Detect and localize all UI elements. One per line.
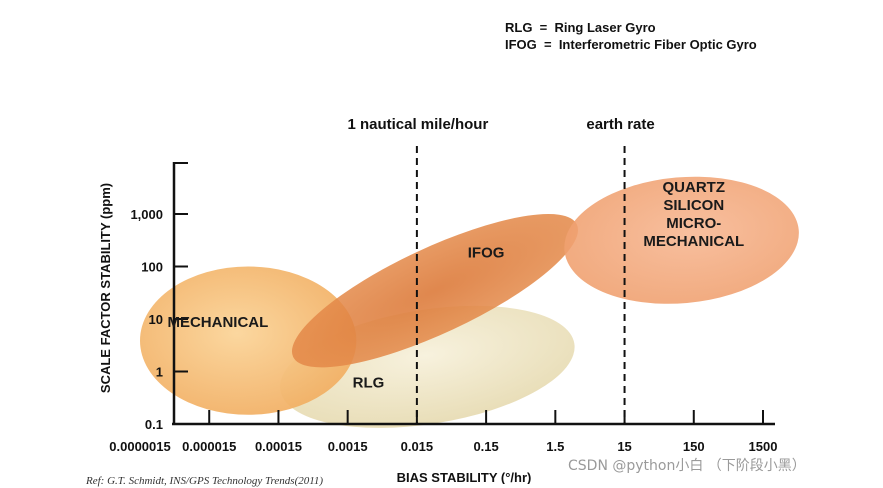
y-tick-label: 0.1 [145,417,163,432]
x-tick-label: 1.5 [546,439,564,454]
x-tick-label: 0.015 [401,439,434,454]
y-tick-label: 10 [149,312,163,327]
rlg-region-label: RLG [353,374,385,391]
watermark: CSDN @python小白 （下阶段小黑） [568,458,806,474]
earth-rate-line-label: earth rate [586,116,654,133]
x-tick-label: 15 [617,439,631,454]
y-tick-label: 1,000 [130,207,163,222]
y-tick-label: 100 [141,260,163,275]
y-axis-label: SCALE FACTOR STABILITY (ppm) [98,183,113,393]
y-tick-label: 1 [156,365,163,380]
x-axis-label: BIAS STABILITY (°/hr) [397,470,532,484]
x-tick-label: 0.0015 [328,439,368,454]
x-tick-label: 0.00015 [255,439,302,454]
quartz-region-label: QUARTZ SILICON MICRO-MECHANICAL [643,179,744,250]
legend-rlg: RLG = Ring Laser Gyro [505,20,656,35]
ifog-region [291,214,579,368]
reference-citation: Ref: G.T. Schmidt, INS/GPS Technology Tr… [86,475,324,487]
x-tick-label: 1500 [749,439,778,454]
quartz-region [564,176,799,304]
x-tick-label: 0.15 [473,439,498,454]
x-tick-label: 0.000015 [182,439,236,454]
mechanical-region [140,266,357,415]
ifog-region-label: IFOG [468,244,505,261]
x-tick-label: 0.0000015 [109,439,170,454]
nautical-mile-line-label: 1 nautical mile/hour [347,116,488,133]
x-tick-label: 150 [683,439,705,454]
mechanical-region-label: MECHANICAL [167,314,268,331]
legend-ifog: IFOG = Interferometric Fiber Optic Gyro [505,37,757,52]
